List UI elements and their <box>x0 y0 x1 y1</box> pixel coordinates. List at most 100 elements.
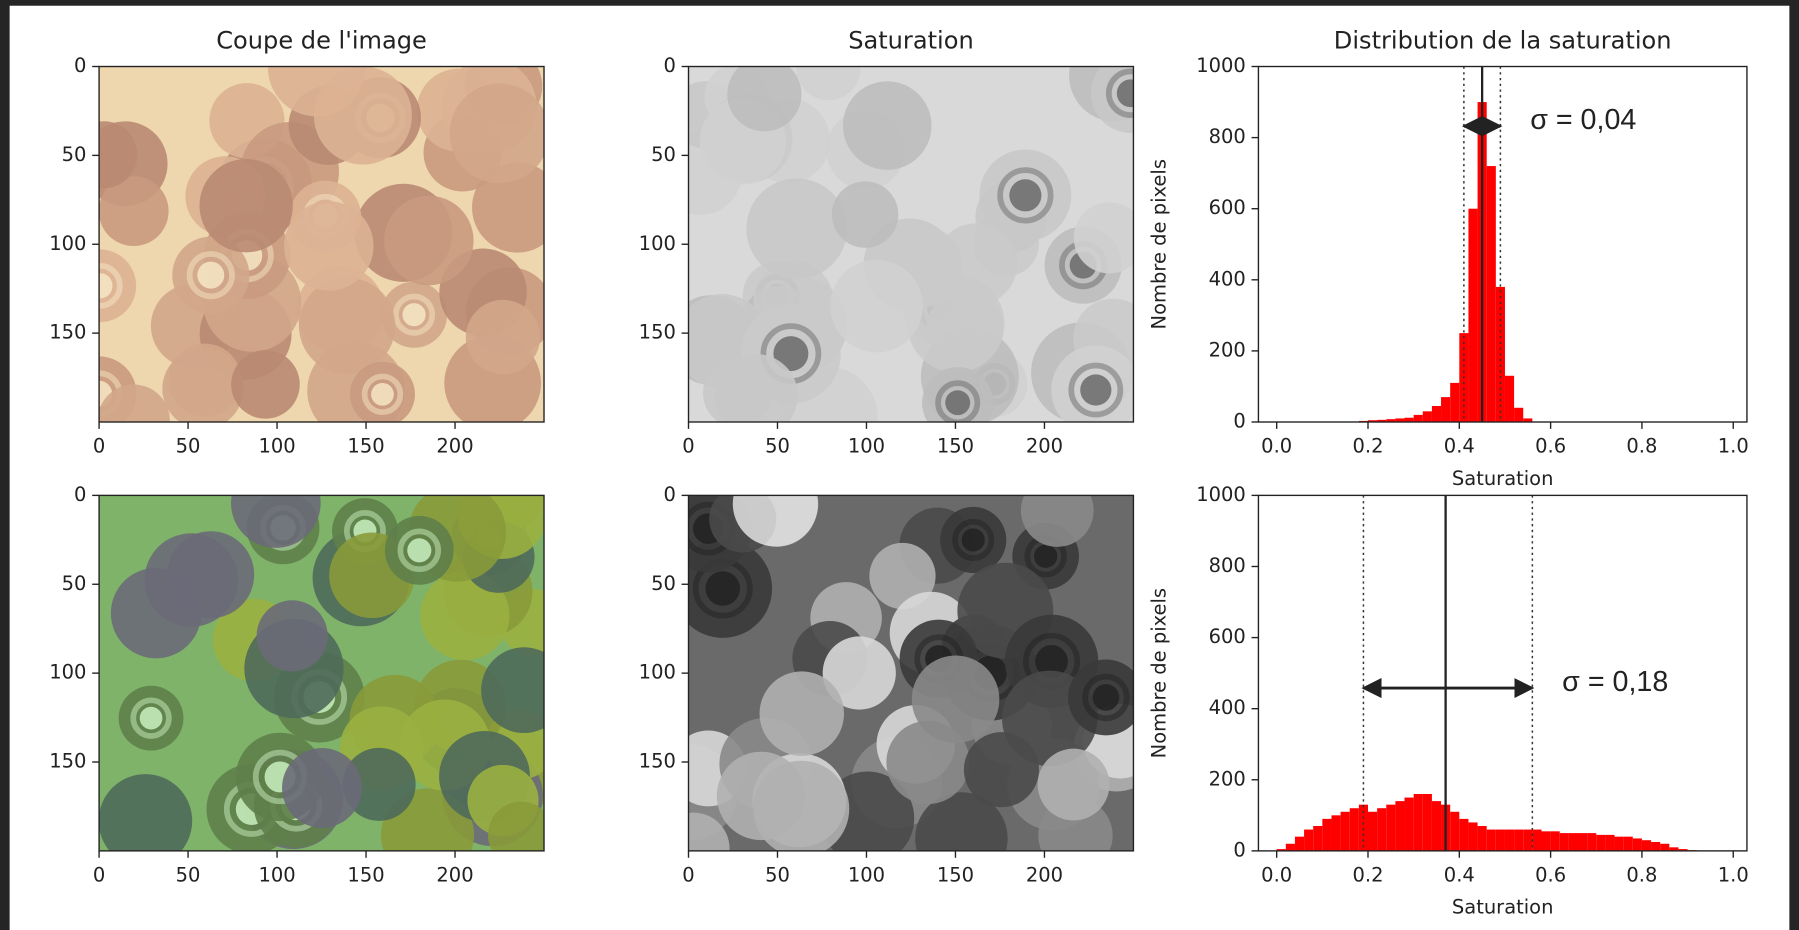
x-tick-label: 50 <box>765 435 790 458</box>
bead-hole <box>407 538 432 563</box>
bead <box>465 299 541 375</box>
bead <box>99 176 169 247</box>
bead-ring <box>397 528 442 573</box>
y-tick-label: 50 <box>62 572 87 595</box>
x-tick-label: 1.0 <box>1718 864 1749 887</box>
y-tick-label: 1000 <box>1196 54 1246 77</box>
histogram-bar <box>1678 849 1688 851</box>
histogram-bar <box>1632 838 1642 851</box>
histogram-bar <box>1587 833 1597 851</box>
bead <box>688 812 730 851</box>
axes-frame <box>1257 65 1748 423</box>
x-tick-label: 100 <box>848 864 885 887</box>
histogram-bar <box>1514 407 1524 422</box>
histogram-bar <box>1404 417 1414 422</box>
y-tick-label: 50 <box>62 143 87 166</box>
bead <box>727 66 802 132</box>
histogram-bar <box>1596 834 1606 851</box>
bead-ring <box>186 251 235 300</box>
bead <box>935 223 1018 306</box>
histogram-bar <box>1450 382 1460 422</box>
x-tick-label: 50 <box>765 864 790 887</box>
x-tick-label: 100 <box>258 435 295 458</box>
y-tick-label: 400 <box>1209 267 1246 290</box>
y-axis-label: Nombre de pixels <box>1147 159 1170 329</box>
x-tick-label: 0.6 <box>1535 435 1566 458</box>
y-tick-label: 100 <box>49 661 86 684</box>
photo <box>99 66 545 422</box>
panel-title: Distribution de la saturation <box>1334 26 1672 54</box>
x-axis-label: Saturation <box>1452 896 1554 919</box>
histogram-bar <box>1313 825 1323 851</box>
y-tick-label: 800 <box>1209 554 1246 577</box>
histogram-bar <box>1651 841 1661 851</box>
photo <box>688 66 1134 422</box>
bead-hole <box>99 273 113 299</box>
bead <box>449 83 545 184</box>
x-tick-label: 200 <box>1026 435 1063 458</box>
y-tick-label: 1000 <box>1196 483 1246 506</box>
y-tick-label: 150 <box>49 750 86 773</box>
bead-hole <box>705 571 741 606</box>
bead-hole <box>139 706 163 730</box>
bead <box>472 162 545 253</box>
bead-ring <box>392 293 436 336</box>
bead-ring <box>361 373 404 416</box>
bead-hole <box>961 528 985 552</box>
bead <box>915 792 1008 851</box>
bead <box>167 531 255 619</box>
histogram-bar <box>1404 797 1414 851</box>
y-tick-label: 600 <box>1209 625 1246 648</box>
y-tick-label: 150 <box>49 321 86 344</box>
bead-ring <box>952 518 995 562</box>
histogram-bar <box>1395 418 1405 422</box>
y-axis-label: Nombre de pixels <box>1147 588 1170 758</box>
y-tick-label: 100 <box>639 232 676 255</box>
histogram-bar <box>1486 829 1496 851</box>
bead-hole <box>1092 684 1120 711</box>
x-tick-label: 0.6 <box>1535 864 1566 887</box>
x-tick-label: 0.2 <box>1352 435 1383 458</box>
histogram-bar <box>1641 840 1652 851</box>
x-tick-label: 50 <box>176 435 201 458</box>
x-tick-label: 0 <box>682 864 694 887</box>
bead-hole <box>1080 374 1112 406</box>
y-tick-label: 0 <box>1233 409 1245 432</box>
annotation: σ = 0,04 <box>1530 104 1636 136</box>
bead-hole <box>945 390 971 416</box>
bead-ring <box>99 262 123 309</box>
y-tick-label: 200 <box>1209 338 1246 361</box>
bead <box>732 495 819 547</box>
histogram-bar <box>1468 822 1478 851</box>
bead <box>746 178 848 280</box>
bead-ring <box>1068 362 1124 418</box>
histogram-bar <box>1377 419 1387 422</box>
y-tick-label: 0 <box>663 54 675 77</box>
histogram-bar <box>1441 397 1451 422</box>
bead-ring <box>1105 68 1134 118</box>
histogram-bar <box>1349 808 1359 851</box>
bead-hole <box>402 303 426 327</box>
histogram-bar <box>1304 829 1314 851</box>
bead <box>842 81 932 170</box>
bead-hole <box>371 382 394 406</box>
y-tick-label: 150 <box>639 321 676 344</box>
y-tick-label: 100 <box>639 661 676 684</box>
histogram-bar <box>1568 833 1579 851</box>
bead <box>759 671 844 756</box>
histogram-bar <box>1413 414 1423 422</box>
histogram-bar <box>1450 811 1460 851</box>
histogram-bar <box>1504 375 1515 422</box>
axes-frame <box>1257 494 1748 852</box>
histogram-bar <box>1532 829 1542 851</box>
bead <box>1073 202 1134 274</box>
photo <box>99 495 545 851</box>
x-axis-label: Saturation <box>1452 467 1554 490</box>
bead <box>716 751 806 841</box>
x-tick-label: 150 <box>347 435 384 458</box>
histogram-bar <box>1669 847 1679 851</box>
histogram-bar <box>1340 811 1350 851</box>
histogram-bar <box>1322 818 1332 851</box>
histogram-bar <box>1331 815 1341 851</box>
